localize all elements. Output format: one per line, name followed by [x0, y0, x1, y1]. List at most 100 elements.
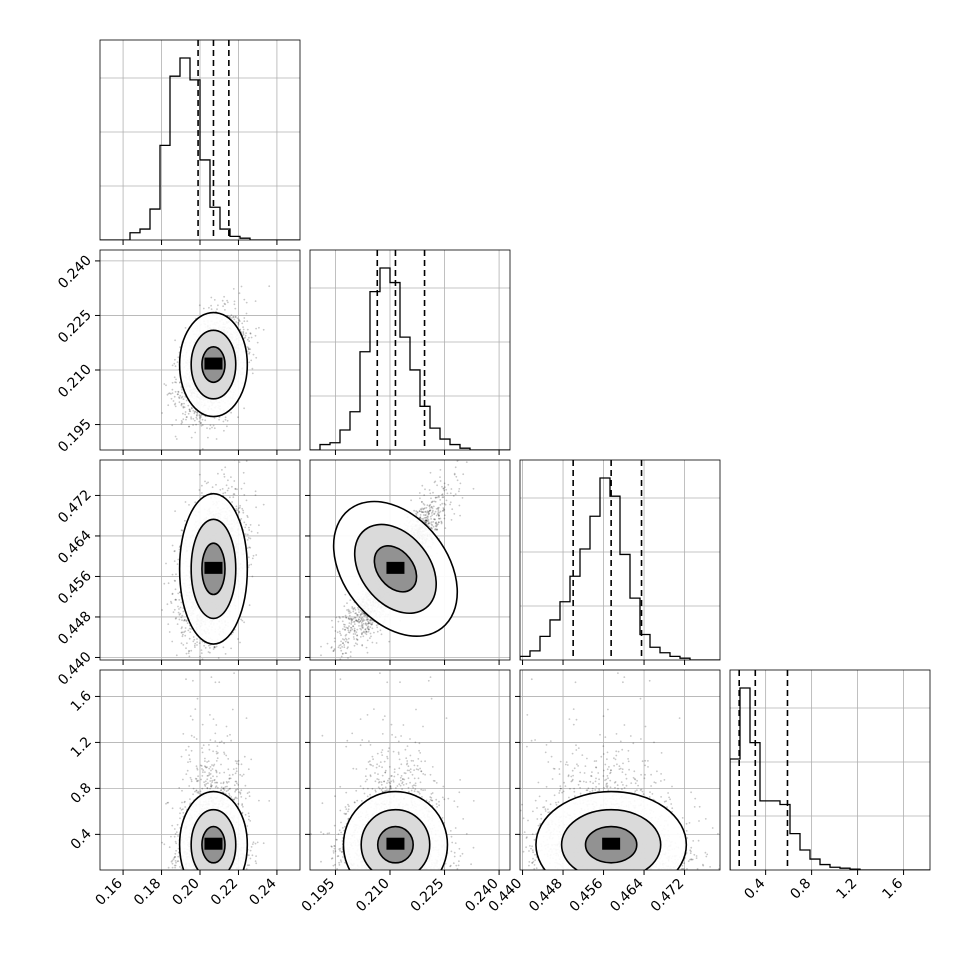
scatter-point — [210, 424, 212, 426]
scatter-point — [248, 556, 250, 558]
scatter-point — [248, 353, 250, 355]
scatter-point — [182, 396, 184, 398]
scatter-point — [178, 599, 180, 601]
scatter-point — [196, 641, 198, 643]
scatter-point — [178, 612, 180, 614]
scatter-point — [239, 642, 241, 644]
scatter-point — [198, 421, 200, 423]
scatter-point — [209, 647, 211, 649]
scatter-point — [226, 484, 228, 486]
scatter-point — [182, 635, 184, 637]
scatter-point — [237, 322, 239, 324]
scatter-point — [243, 317, 245, 319]
scatter-point — [229, 316, 231, 318]
scatter-point — [199, 642, 201, 644]
scatter-point — [172, 545, 174, 547]
scatter-point — [250, 360, 252, 362]
scatter-point — [177, 559, 179, 561]
scatter-point — [193, 639, 195, 641]
scatter-point — [185, 647, 187, 649]
scatter-point — [204, 481, 206, 483]
scatter-point — [247, 534, 249, 536]
scatter-point — [233, 319, 235, 321]
scatter-point — [224, 303, 226, 305]
scatter-point — [188, 650, 190, 652]
scatter-point — [223, 646, 225, 648]
scatter-point — [184, 520, 186, 522]
scatter-point — [177, 593, 179, 595]
scatter-point — [171, 398, 173, 400]
scatter-point — [172, 389, 174, 391]
scatter-point — [174, 580, 176, 582]
scatter-point — [243, 329, 245, 331]
scatter-point — [181, 626, 183, 628]
scatter-point — [174, 339, 176, 341]
scatter-point — [184, 414, 186, 416]
scatter-point — [186, 416, 188, 418]
scatter-point — [174, 404, 176, 406]
scatter-point — [244, 337, 246, 339]
scatter-point — [184, 635, 186, 637]
scatter-point — [189, 656, 191, 658]
scatter-point — [243, 334, 245, 336]
scatter-point — [190, 418, 192, 420]
scatter-point — [205, 454, 207, 456]
scatter-point — [237, 638, 239, 640]
scatter-point — [189, 638, 191, 640]
scatter-point — [186, 400, 188, 402]
scatter-point — [177, 623, 179, 625]
scatter-point — [222, 493, 224, 495]
scatter-point — [258, 327, 260, 329]
scatter-point — [194, 645, 196, 647]
panel-p1-p1 — [310, 250, 510, 455]
scatter-point — [173, 363, 175, 365]
scatter-point — [231, 486, 233, 488]
scatter-point — [175, 391, 177, 393]
scatter-point — [172, 382, 174, 384]
scatter-point — [217, 304, 219, 306]
scatter-point — [238, 512, 240, 514]
scatter-point — [208, 307, 210, 309]
scatter-point — [243, 522, 245, 524]
scatter-point — [255, 328, 257, 330]
scatter-point — [206, 483, 208, 485]
scatter-point — [232, 496, 234, 498]
scatter-point — [234, 301, 236, 303]
scatter-point — [230, 648, 232, 650]
scatter-point — [242, 326, 244, 328]
scatter-point — [206, 427, 208, 429]
scatter-point — [215, 484, 217, 486]
scatter-point — [196, 644, 198, 646]
scatter-point — [209, 428, 211, 430]
scatter-point — [173, 400, 175, 402]
scatter-point — [202, 419, 204, 421]
scatter-point — [182, 644, 184, 646]
scatter-point — [172, 593, 174, 595]
scatter-point — [181, 615, 183, 617]
scatter-point — [250, 524, 252, 526]
scatter-point — [181, 420, 183, 422]
scatter-point — [188, 652, 190, 654]
scatter-point — [241, 323, 243, 325]
scatter-point — [247, 547, 249, 549]
scatter-point — [174, 560, 176, 562]
scatter-point — [216, 438, 218, 440]
scatter-point — [239, 505, 241, 507]
scatter-point — [246, 320, 248, 322]
scatter-point — [247, 539, 249, 541]
scatter-point — [247, 329, 249, 331]
scatter-point — [187, 630, 189, 632]
scatter-point — [233, 288, 235, 290]
scatter-point — [190, 416, 192, 418]
scatter-point — [233, 451, 235, 453]
scatter-point — [227, 479, 229, 481]
scatter-point — [218, 419, 220, 421]
scatter-point — [214, 647, 216, 649]
scatter-point — [172, 574, 174, 576]
scatter-point — [233, 493, 235, 495]
scatter-point — [181, 392, 183, 394]
scatter-point — [231, 317, 233, 319]
panel-p0-p2 — [95, 451, 300, 712]
scatter-point — [207, 437, 209, 439]
scatter-point — [225, 419, 227, 421]
